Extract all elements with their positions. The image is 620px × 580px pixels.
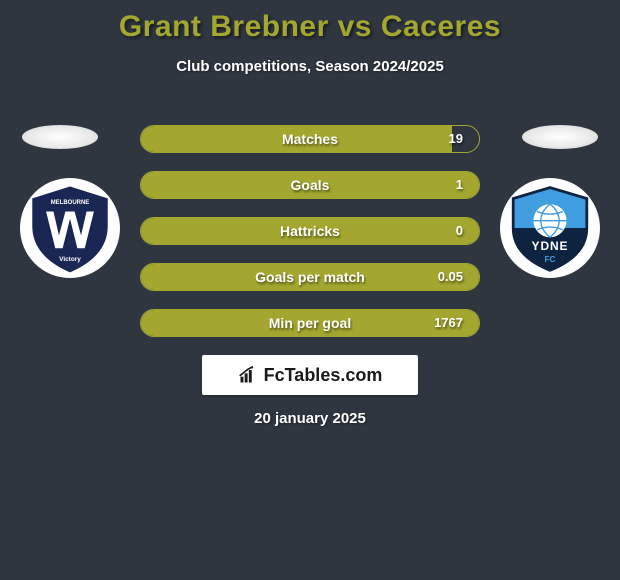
stat-label: Min per goal: [141, 310, 479, 336]
page-title: Grant Brebner vs Caceres: [0, 0, 620, 44]
stat-row-goals: Goals 1: [140, 171, 480, 199]
date-text: 20 january 2025: [0, 410, 620, 427]
stat-row-matches: Matches 19: [140, 125, 480, 153]
svg-text:MELBOURNE: MELBOURNE: [51, 200, 89, 206]
stat-row-hattricks: Hattricks 0: [140, 217, 480, 245]
team-badge-right: YDNE FC: [500, 178, 600, 278]
stat-row-goals-per-match: Goals per match 0.05: [140, 263, 480, 291]
player-silhouette-left: [22, 125, 98, 149]
stat-row-min-per-goal: Min per goal 1767: [140, 309, 480, 337]
svg-text:YDNE: YDNE: [532, 239, 569, 253]
player-silhouette-right: [522, 125, 598, 149]
team-badge-left: MELBOURNE Victory: [20, 178, 120, 278]
sydney-fc-icon: YDNE FC: [504, 182, 596, 274]
stat-value: 1: [456, 172, 463, 198]
stat-value: 19: [449, 126, 463, 152]
svg-text:Victory: Victory: [59, 256, 81, 263]
stat-value: 0.05: [438, 264, 463, 290]
bar-chart-icon: [238, 365, 258, 385]
stat-value: 1767: [434, 310, 463, 336]
stat-value: 0: [456, 218, 463, 244]
stat-label: Goals per match: [141, 264, 479, 290]
svg-text:FC: FC: [544, 255, 555, 264]
stat-label: Goals: [141, 172, 479, 198]
stat-label: Matches: [141, 126, 479, 152]
stat-label: Hattricks: [141, 218, 479, 244]
melbourne-victory-icon: MELBOURNE Victory: [24, 182, 116, 274]
subtitle: Club competitions, Season 2024/2025: [0, 58, 620, 75]
logo-text: FcTables.com: [264, 365, 383, 386]
fctables-logo: FcTables.com: [202, 355, 418, 395]
stats-container: Matches 19 Goals 1 Hattricks 0 Goals per…: [140, 125, 480, 355]
